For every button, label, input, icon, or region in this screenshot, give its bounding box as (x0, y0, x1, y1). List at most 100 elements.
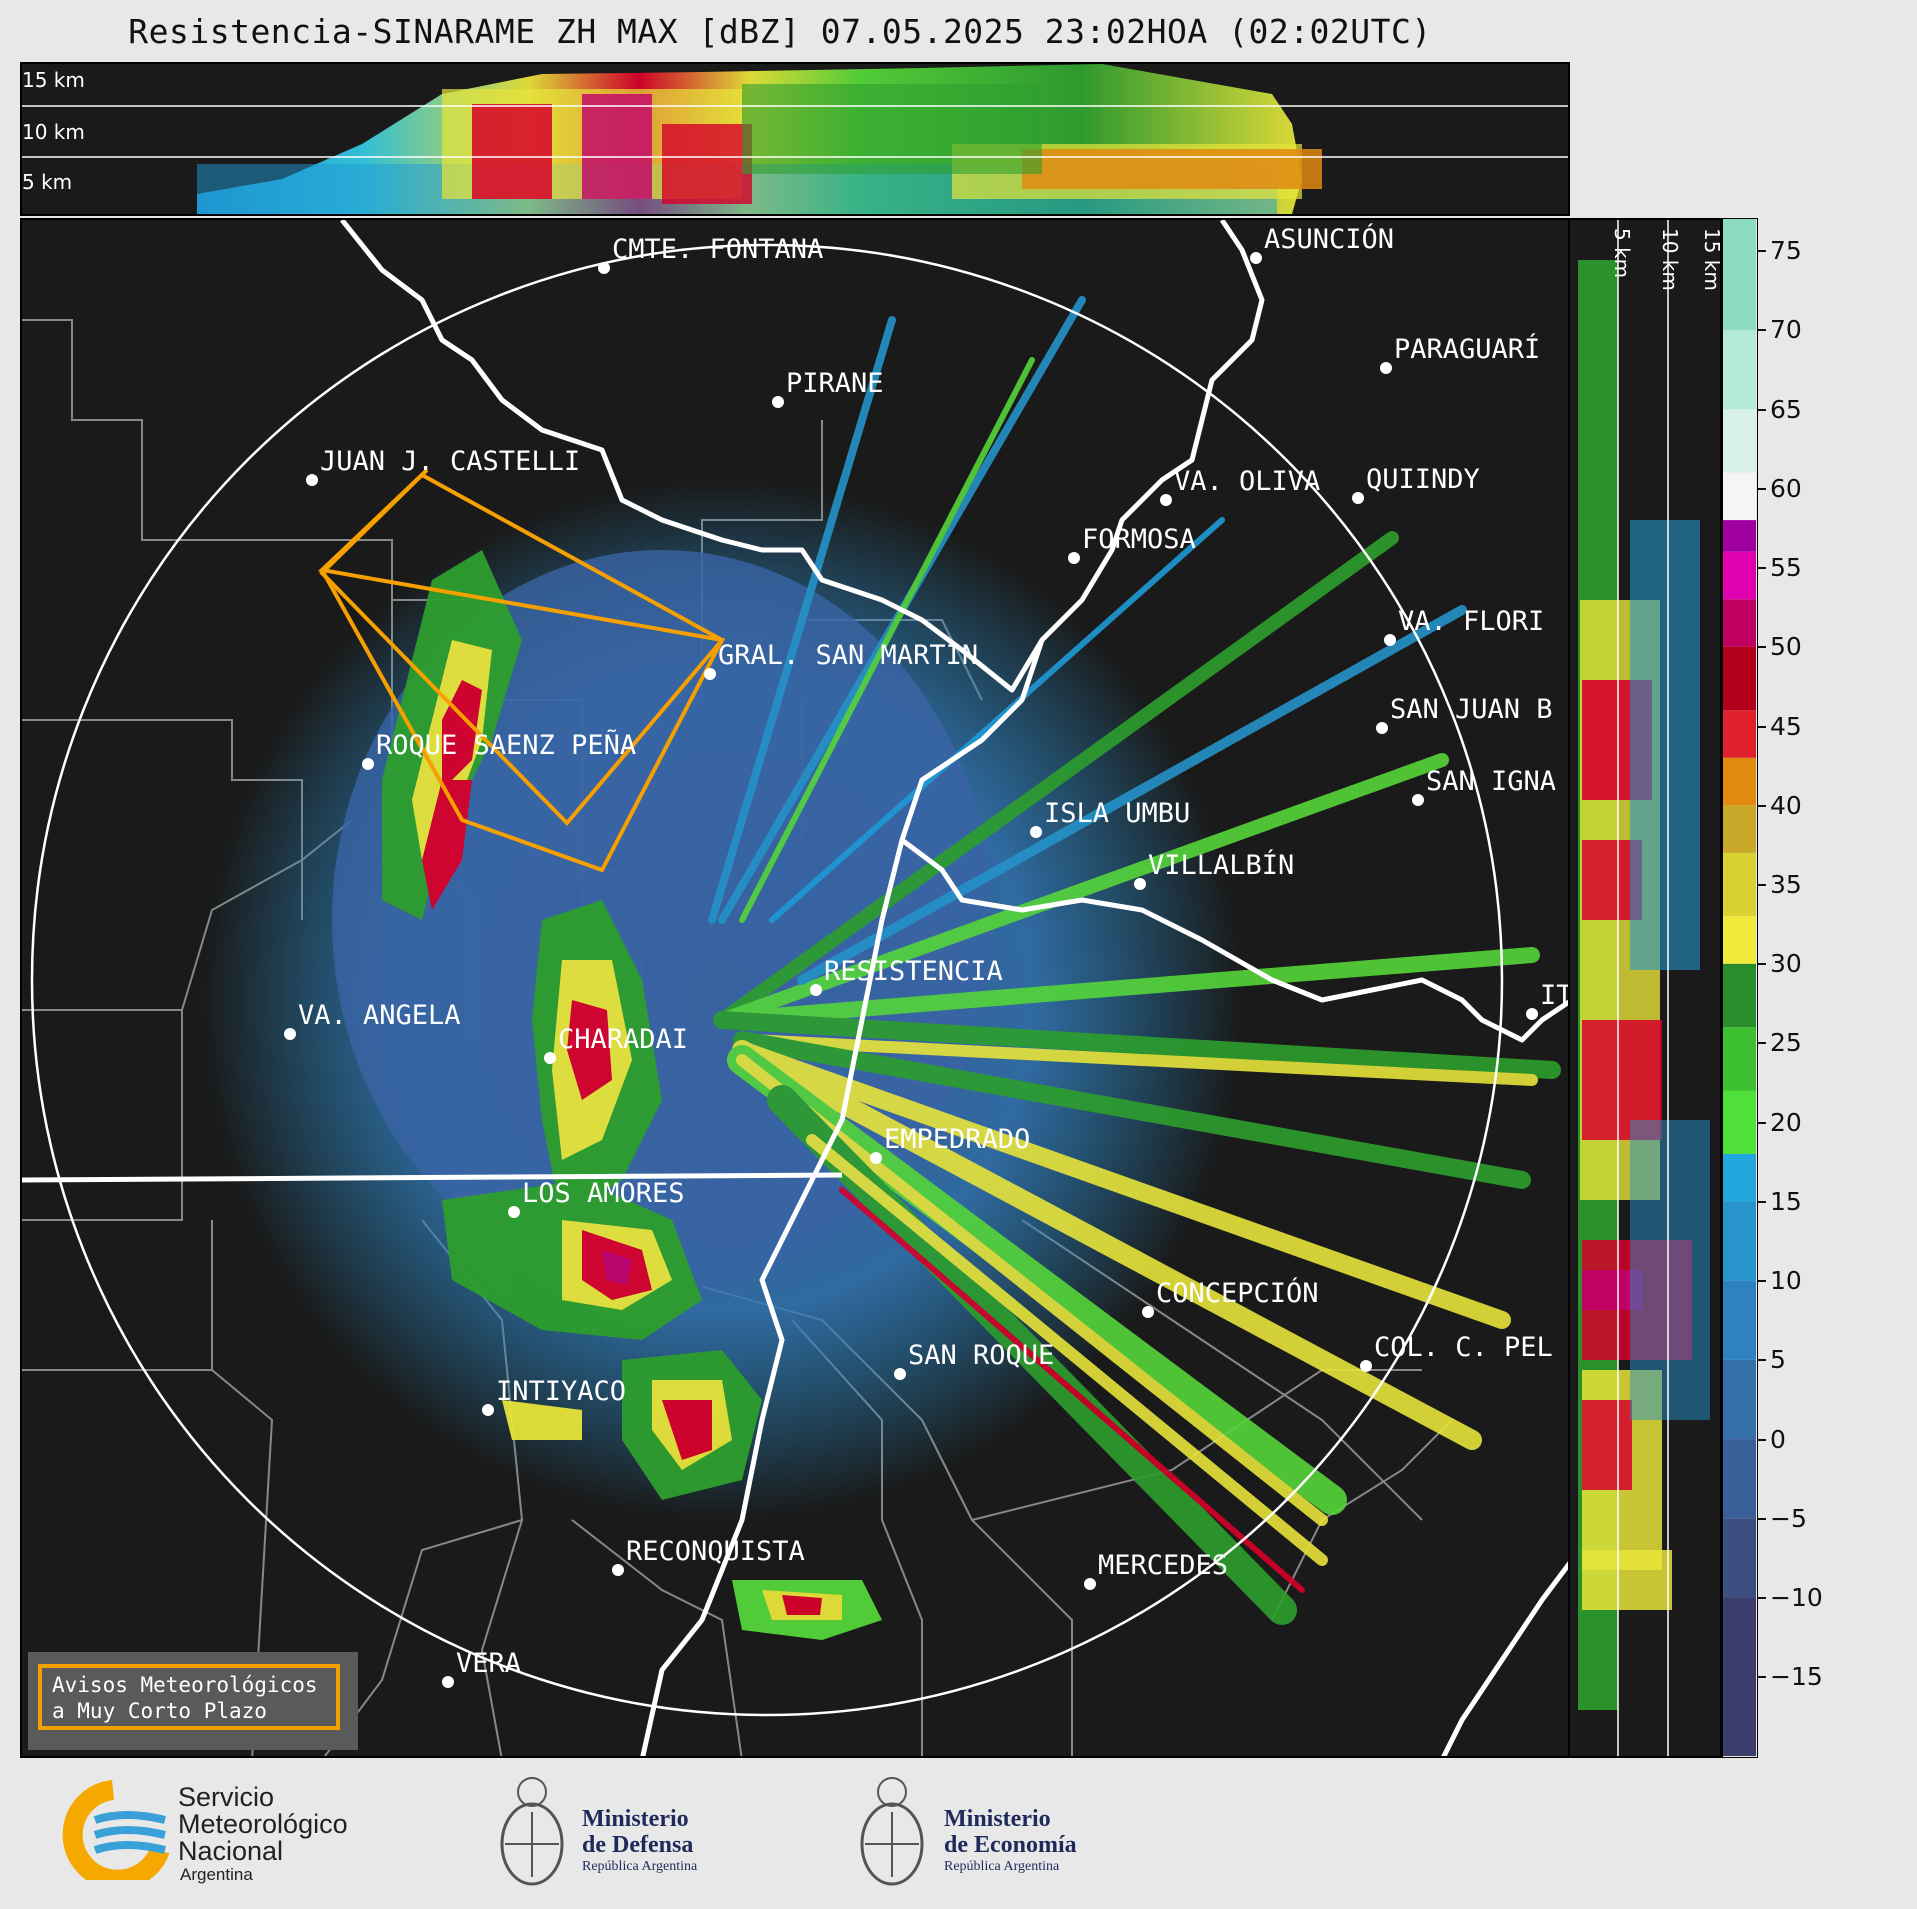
smn-logo-icon (62, 1780, 170, 1880)
city-label: LOS AMORES (522, 1178, 685, 1209)
colorbar-tickmark (1758, 1121, 1766, 1124)
colorbar-band (1723, 219, 1756, 330)
city-marker (810, 984, 822, 996)
colorbar-band (1723, 805, 1756, 853)
colorbar-tick-label: 65 (1770, 394, 1802, 424)
colorbar-band (1723, 599, 1756, 647)
colorbar-tickmark (1758, 567, 1766, 570)
city-marker (704, 668, 716, 680)
colorbar-tickmark (1758, 250, 1766, 253)
smn-name-line1: Servicio (178, 1782, 275, 1812)
city-marker (870, 1152, 882, 1164)
colorbar-tick-label: 10 (1770, 1266, 1802, 1296)
chart-title: Resistencia-SINARAME ZH MAX [dBZ] 07.05.… (128, 12, 1432, 51)
colorbar-band (1723, 551, 1756, 600)
range-ring (30, 243, 1504, 1717)
colorbar-tick-label: 30 (1770, 949, 1802, 979)
warning-legend-line2: a Muy Corto Plazo (52, 1699, 267, 1723)
city-label: INTIYACO (496, 1376, 627, 1407)
argentina-coat-of-arms-icon-2 (860, 1777, 924, 1886)
colorbar-band (1723, 916, 1756, 964)
colorbar-tickmark (1758, 487, 1766, 490)
cross-section-echoes-vertical (1578, 220, 1710, 1756)
colorbar-tick-label: 0 (1770, 1424, 1786, 1454)
colorbar-tickmark (1758, 1517, 1766, 1520)
colorbar-tickmark (1758, 1597, 1766, 1600)
economia-line2: de Economía (944, 1832, 1077, 1858)
colorbar-tickmark (1758, 408, 1766, 411)
city-label: ASUNCIÓN (1264, 224, 1395, 255)
city-label: SAN IGNA (1426, 766, 1557, 797)
colorbar-band (1723, 646, 1756, 711)
altitude-label-5km: 5 km (22, 170, 73, 194)
city-label: SAN ROQUE (908, 1340, 1055, 1371)
colorbar-band (1723, 1439, 1756, 1519)
colorbar-band (1723, 1518, 1756, 1598)
city-marker (362, 758, 374, 770)
city-label: COL. C. PEL (1374, 1332, 1553, 1363)
colorbar-tick-label: 50 (1770, 632, 1802, 662)
colorbar-tick-label: 75 (1770, 236, 1802, 266)
city-label: RESISTENCIA (824, 956, 1003, 987)
city-marker (1142, 1306, 1154, 1318)
city-marker (1250, 252, 1262, 264)
colorbar-tick-label: 40 (1770, 790, 1802, 820)
colorbar-tick-label: 35 (1770, 870, 1802, 899)
colorbar-tickmark (1758, 1200, 1766, 1203)
city-marker (612, 1564, 624, 1576)
colorbar-tickmark (1758, 1042, 1766, 1045)
colorbar-tick-label: 60 (1770, 473, 1802, 503)
colorbar-band (1723, 1597, 1756, 1756)
colorbar-band (1723, 472, 1756, 521)
city-label: IT (1540, 980, 1570, 1011)
city-marker (508, 1206, 520, 1218)
city-marker (598, 262, 610, 274)
city-marker (482, 1404, 494, 1416)
colorbar-band (1723, 710, 1756, 758)
colorbar-tickmark (1758, 646, 1766, 649)
colorbar-tickmark (1758, 1676, 1766, 1679)
smn-name-line3: Nacional (178, 1836, 284, 1866)
city-marker (894, 1368, 906, 1380)
colorbar-tickmark (1758, 725, 1766, 728)
city-marker (1160, 494, 1172, 506)
altitude-label-10km-vertical: 10 km (1658, 228, 1682, 291)
city-label: VA. ANGELA (298, 1000, 461, 1031)
smn-name-line2: Meteorológico (178, 1809, 348, 1839)
city-label: FORMOSA (1082, 524, 1196, 555)
colorbar-band (1723, 1027, 1756, 1091)
city-label: CMTE. FONTANA (612, 234, 824, 265)
city-marker (1068, 552, 1080, 564)
colorbar-tick-label: −15 (1770, 1662, 1823, 1692)
city-label: SAN JUAN B (1390, 694, 1553, 725)
radar-map[interactable]: CMTE. FONTANA ASUNCIÓN PIRANE PARAGUARÍ JUAN… (20, 218, 1570, 1758)
colorbar-tickmark (1758, 1280, 1766, 1283)
colorbar-band (1723, 329, 1756, 410)
city-label: CHARADAI (558, 1024, 689, 1055)
colorbar-tick-label: 15 (1770, 1186, 1802, 1216)
city-label: ISLA UMBU (1044, 798, 1191, 829)
colorbar-band (1723, 1359, 1756, 1440)
city-label: ROQUE SAENZ PEÑA (376, 730, 637, 761)
radar-map-canvas (22, 220, 1568, 1756)
city-marker (1084, 1578, 1096, 1590)
defensa-line3: República Argentina (582, 1859, 698, 1874)
city-marker (1030, 826, 1042, 838)
city-label: JUAN J. CASTELLI (320, 446, 581, 477)
colorbar-tick-label: 20 (1770, 1107, 1802, 1137)
city-marker (544, 1052, 556, 1064)
economia-line1: Ministerio (944, 1806, 1051, 1832)
warning-polygon-outline[interactable] (319, 472, 726, 826)
colorbar-band (1723, 520, 1756, 552)
colorbar-band (1723, 757, 1756, 806)
colorbar-band (1723, 409, 1756, 473)
colorbar-band (1723, 1201, 1756, 1281)
colorbar-tick-label: −5 (1770, 1503, 1807, 1533)
altitude-label-10km: 10 km (22, 120, 85, 144)
colorbar-band (1723, 963, 1756, 1028)
city-label: QUIINDY (1366, 464, 1480, 495)
city-label: PARAGUARÍ (1394, 334, 1541, 365)
east-west-cross-section-panel: 5 km 10 km 15 km (1570, 218, 1722, 1758)
colorbar-tickmark (1758, 1359, 1766, 1362)
city-marker (1134, 878, 1146, 890)
